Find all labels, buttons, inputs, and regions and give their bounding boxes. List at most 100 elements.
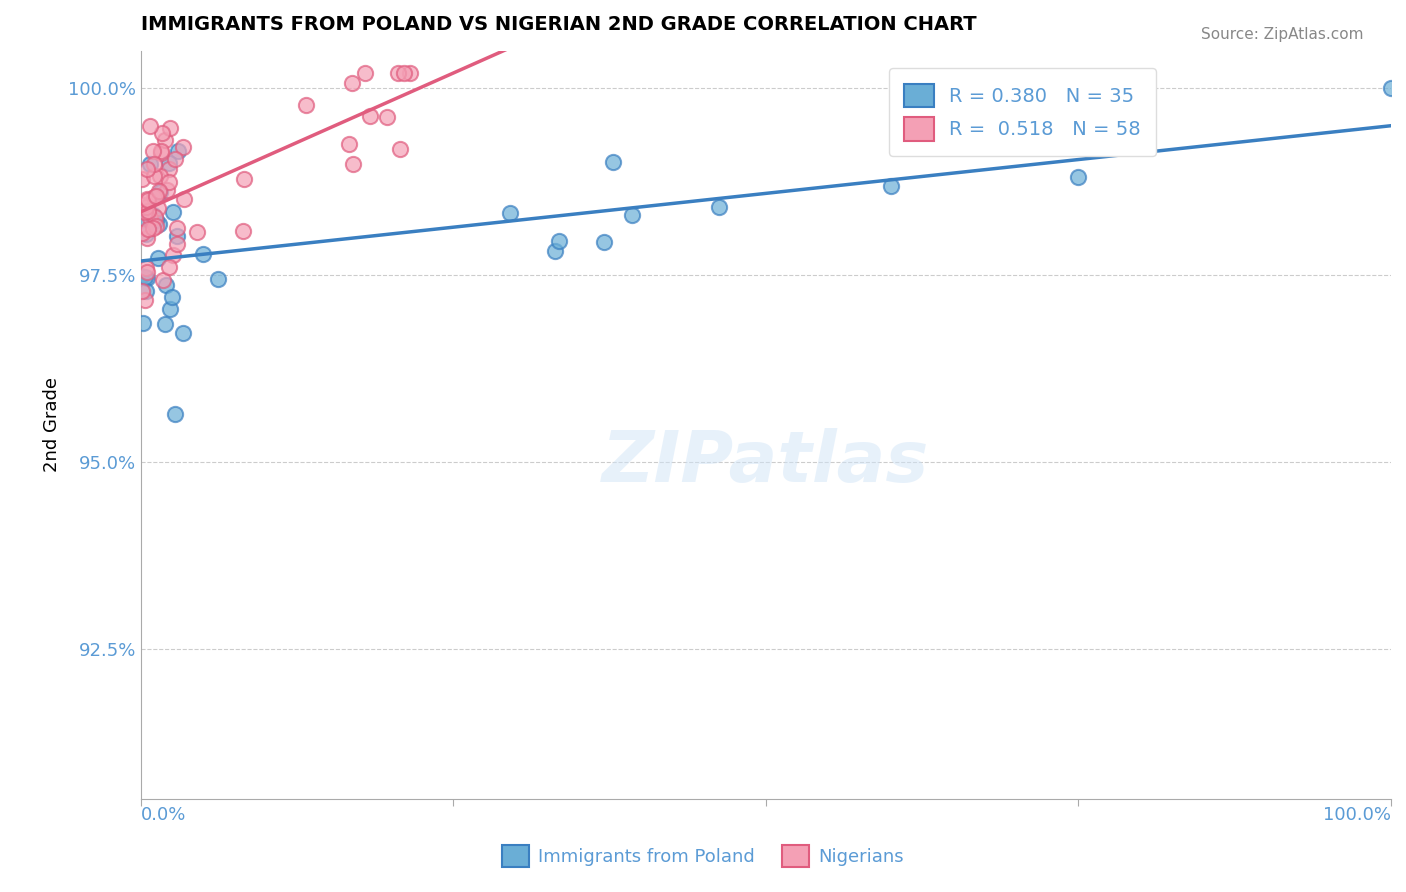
Point	[387, 66, 409, 80]
Point	[1067, 169, 1090, 184]
Point	[135, 192, 157, 206]
Point	[165, 407, 187, 421]
Point	[142, 190, 165, 204]
Point	[139, 211, 162, 225]
Point	[294, 98, 316, 112]
Point	[141, 221, 163, 235]
Point	[162, 290, 184, 304]
Point	[707, 200, 730, 214]
Point	[131, 269, 153, 284]
Point	[157, 156, 180, 170]
Point	[142, 145, 165, 159]
Point	[149, 169, 172, 183]
Point	[132, 197, 155, 211]
Point	[162, 204, 184, 219]
Point	[134, 293, 156, 308]
Point	[148, 184, 170, 198]
Text: 100.0%: 100.0%	[1323, 806, 1391, 824]
Point	[132, 316, 155, 330]
Point	[162, 248, 184, 262]
Point	[232, 172, 254, 186]
Point	[150, 126, 173, 140]
Point	[499, 206, 522, 220]
Point	[149, 185, 172, 199]
Point	[880, 179, 903, 194]
Point	[153, 133, 176, 147]
Point	[152, 273, 174, 287]
Point	[166, 220, 188, 235]
Point	[193, 247, 215, 261]
Point	[602, 155, 624, 169]
Point	[165, 152, 187, 166]
Point	[148, 217, 170, 231]
Point	[135, 162, 157, 177]
Point	[136, 193, 159, 207]
Point	[146, 201, 169, 215]
Point	[142, 169, 165, 183]
Point	[142, 208, 165, 222]
Point	[139, 119, 162, 133]
Point	[135, 230, 157, 244]
Point	[340, 76, 363, 90]
Point	[138, 157, 160, 171]
Point	[156, 182, 179, 196]
Point	[186, 225, 208, 239]
Point	[155, 278, 177, 293]
Point	[150, 146, 173, 161]
Point	[593, 235, 616, 249]
Point	[145, 219, 167, 234]
Point	[145, 213, 167, 227]
Point	[131, 226, 153, 240]
Point	[1379, 81, 1402, 95]
Point	[173, 192, 195, 206]
Point	[143, 157, 166, 171]
Point	[148, 251, 170, 265]
Point	[131, 172, 153, 186]
Point	[166, 229, 188, 244]
Point	[620, 208, 643, 222]
Text: 0.0%: 0.0%	[141, 806, 187, 824]
Point	[548, 235, 571, 249]
Point	[207, 272, 229, 286]
Point	[354, 66, 377, 80]
Point	[134, 270, 156, 285]
Point	[135, 265, 157, 279]
Text: IMMIGRANTS FROM POLAND VS NIGERIAN 2ND GRADE CORRELATION CHART: IMMIGRANTS FROM POLAND VS NIGERIAN 2ND G…	[141, 15, 977, 34]
Point	[135, 260, 157, 275]
Point	[143, 210, 166, 224]
Point	[134, 204, 156, 219]
Point	[388, 142, 411, 156]
Point	[159, 120, 181, 135]
Point	[159, 301, 181, 316]
Text: ZIPatlas: ZIPatlas	[602, 427, 929, 497]
Point	[136, 221, 159, 235]
Point	[231, 224, 253, 238]
Point	[157, 175, 180, 189]
Point	[543, 244, 565, 259]
Point	[166, 237, 188, 252]
Legend: Immigrants from Poland, Nigerians: Immigrants from Poland, Nigerians	[495, 838, 911, 874]
Y-axis label: 2nd Grade: 2nd Grade	[44, 377, 60, 472]
Point	[394, 66, 416, 80]
Point	[166, 144, 188, 158]
Point	[138, 203, 160, 218]
Legend: R = 0.380   N = 35, R =  0.518   N = 58: R = 0.380 N = 35, R = 0.518 N = 58	[889, 68, 1156, 156]
Point	[136, 270, 159, 285]
Point	[157, 162, 180, 177]
Point	[145, 189, 167, 203]
Text: Source: ZipAtlas.com: Source: ZipAtlas.com	[1201, 27, 1364, 42]
Point	[149, 144, 172, 158]
Point	[359, 109, 381, 123]
Point	[375, 110, 398, 124]
Point	[172, 326, 194, 340]
Point	[157, 260, 180, 274]
Point	[337, 136, 360, 151]
Point	[135, 201, 157, 215]
Point	[342, 157, 364, 171]
Point	[153, 317, 176, 331]
Point	[129, 211, 152, 225]
Point	[399, 66, 422, 80]
Point	[135, 284, 157, 298]
Point	[131, 284, 153, 298]
Point	[135, 227, 157, 241]
